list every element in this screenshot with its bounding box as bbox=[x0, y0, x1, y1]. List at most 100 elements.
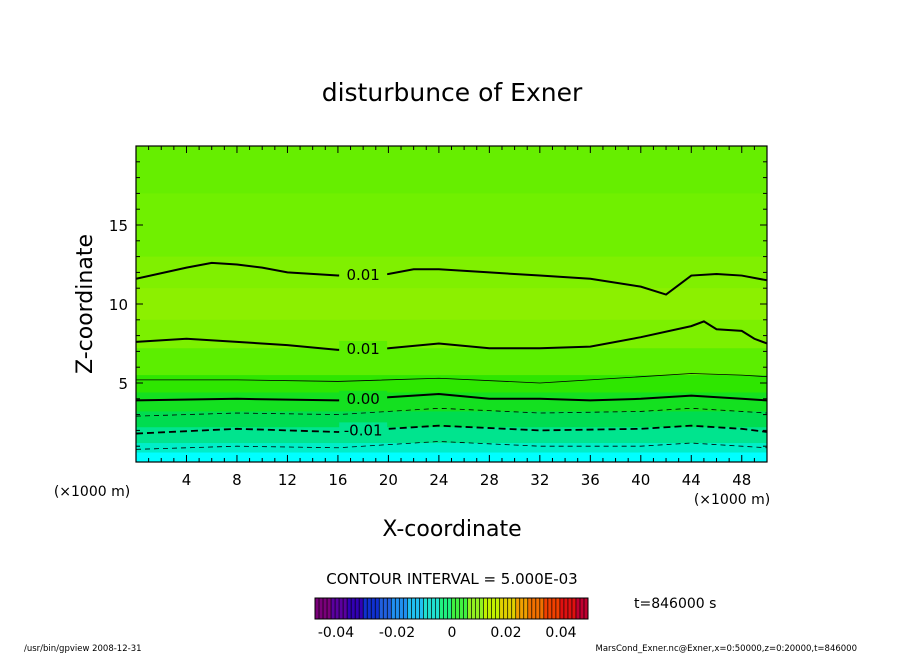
colorbar-stripe bbox=[323, 598, 328, 619]
y-tick-label: 5 bbox=[118, 375, 128, 393]
y-ticks: 5 10 15 bbox=[109, 145, 767, 463]
colorbar-stripe bbox=[351, 598, 356, 619]
colorbar-stripe bbox=[483, 598, 488, 619]
colorbar-stripe bbox=[507, 598, 512, 619]
colorbar-stripe bbox=[455, 598, 460, 619]
colorbar-stripe bbox=[555, 598, 560, 619]
colorbar-stripe bbox=[523, 598, 528, 619]
x-tick-label: 32 bbox=[530, 471, 549, 489]
x-tick-label: 36 bbox=[581, 471, 600, 489]
contour-label-bg bbox=[339, 390, 388, 407]
x-tick-label: 40 bbox=[631, 471, 650, 489]
colorbar-stripe bbox=[391, 598, 396, 619]
colorbar-stripe bbox=[331, 598, 336, 619]
contour-line bbox=[136, 441, 767, 450]
colorbar-stripe bbox=[527, 598, 532, 619]
chart-title: disturbunce of Exner bbox=[322, 78, 583, 107]
colorbar-stripe bbox=[459, 598, 464, 619]
colorbar-frame bbox=[314, 597, 589, 620]
footer-left: /usr/bin/gpview 2008-12-31 bbox=[24, 644, 142, 654]
colorbar-stripe bbox=[327, 598, 332, 619]
footer-right: MarsCond_Exner.nc@Exner,x=0:50000,z=0:20… bbox=[595, 644, 857, 654]
colorbar-stripe bbox=[407, 598, 412, 619]
colorbar-tick-label: -0.02 bbox=[379, 625, 415, 641]
colorbar-stripe bbox=[439, 598, 444, 619]
colorbar-stripe bbox=[383, 598, 388, 619]
colorbar-stripe bbox=[495, 598, 500, 619]
colorbar-stripe bbox=[567, 598, 572, 619]
x-tick-label: 8 bbox=[232, 471, 242, 489]
x-tick-label: 4 bbox=[182, 471, 192, 489]
colorbar-stripe bbox=[547, 598, 552, 619]
colorbar-stripe bbox=[451, 598, 456, 619]
x-ticks: 4 8 12 16 20 24 28 32 36 40 44 48 bbox=[135, 146, 768, 489]
colorbar-stripe bbox=[419, 598, 424, 619]
colorbar-stripe bbox=[543, 598, 548, 619]
contour-line bbox=[136, 393, 767, 402]
x-tick-label: 44 bbox=[682, 471, 701, 489]
x-tick-label: 16 bbox=[328, 471, 347, 489]
colorbar-stripe bbox=[563, 598, 568, 619]
colorbar-stripe bbox=[427, 598, 432, 619]
colorbar-tick-label: -0.04 bbox=[318, 625, 354, 641]
colorbar bbox=[314, 597, 589, 620]
colorbar-stripe bbox=[503, 598, 508, 619]
x-tick-label: 24 bbox=[429, 471, 448, 489]
colorbar-stripe bbox=[519, 598, 524, 619]
y-axis-label: Z-coordinate bbox=[73, 234, 98, 374]
colorbar-stripe bbox=[551, 598, 556, 619]
colorbar-stripe bbox=[499, 598, 504, 619]
colorbar-stripe bbox=[575, 598, 580, 619]
colorbar-stripe bbox=[435, 598, 440, 619]
colorbar-ticks: -0.04 -0.02 0 0.02 0.04 bbox=[318, 625, 577, 641]
colorbar-stripe bbox=[539, 598, 544, 619]
color-band bbox=[136, 452, 767, 462]
y-tick-label: 15 bbox=[109, 217, 128, 235]
color-fill bbox=[136, 146, 767, 462]
x-unit-label-right: (×1000 m) bbox=[694, 492, 770, 508]
contour-line bbox=[136, 373, 767, 384]
colorbar-stripe bbox=[487, 598, 492, 619]
contour-label: -0.01 bbox=[344, 421, 383, 439]
colorbar-stripe bbox=[371, 598, 376, 619]
colorbar-stripe bbox=[399, 598, 404, 619]
contour-label: 0.01 bbox=[346, 266, 379, 284]
colorbar-stripe bbox=[339, 598, 344, 619]
colorbar-stripe bbox=[443, 598, 448, 619]
contour-line bbox=[136, 261, 767, 296]
x-axis-label: X-coordinate bbox=[382, 517, 521, 542]
colorbar-stripe bbox=[423, 598, 428, 619]
colorbar-stripe bbox=[415, 598, 420, 619]
colorbar-stripe bbox=[471, 598, 476, 619]
colorbar-tick-label: 0.02 bbox=[490, 625, 521, 641]
colorbar-stripe bbox=[447, 598, 452, 619]
colorbar-stripe bbox=[531, 598, 536, 619]
colorbar-stripe bbox=[571, 598, 576, 619]
colorbar-stripe bbox=[319, 598, 324, 619]
contour-label: 0.00 bbox=[346, 390, 379, 408]
colorbar-stripe bbox=[379, 598, 384, 619]
x-tick-label: 12 bbox=[278, 471, 297, 489]
colorbar-stripe bbox=[559, 598, 564, 619]
contour-line bbox=[136, 320, 767, 351]
colorbar-stripe bbox=[335, 598, 340, 619]
colorbar-stripe bbox=[491, 598, 496, 619]
colorbar-stripe bbox=[359, 598, 364, 619]
colorbar-stripe bbox=[431, 598, 436, 619]
contour-line bbox=[136, 407, 767, 417]
colorbar-stripe bbox=[411, 598, 416, 619]
contour-label-bg bbox=[339, 266, 388, 283]
time-label: t=846000 s bbox=[634, 596, 716, 612]
contour-line bbox=[136, 424, 767, 435]
colorbar-stripe bbox=[355, 598, 360, 619]
contour-label-bg bbox=[339, 422, 388, 439]
colorbar-stripe bbox=[467, 598, 472, 619]
colorbar-stripe bbox=[347, 598, 352, 619]
colorbar-stripe bbox=[363, 598, 368, 619]
y-tick-label: 10 bbox=[109, 296, 128, 314]
colorbar-stripe bbox=[367, 598, 372, 619]
colorbar-tick-label: 0 bbox=[448, 625, 457, 641]
colorbar-stripe bbox=[403, 598, 408, 619]
colorbar-stripe bbox=[315, 598, 320, 619]
